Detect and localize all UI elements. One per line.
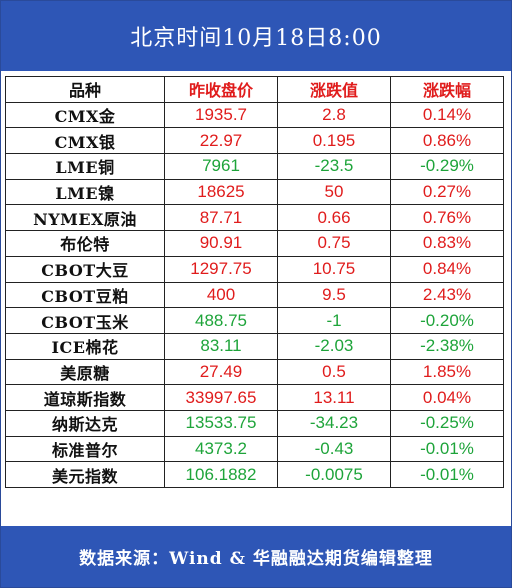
market-table: 品种 昨收盘价 涨跌值 涨跌幅 CMX金 1935.7 2.8 0.14% CMX银 22… <box>5 76 504 488</box>
instrument-name: 标准普尔 <box>5 435 165 463</box>
change-pct-value: -2.38% <box>390 332 504 360</box>
instrument-name: 道琼斯指数 <box>5 384 165 411</box>
instrument-name: CMX银 <box>5 127 165 155</box>
change-value: 0.195 <box>277 127 391 155</box>
header-banner: 北京时间10月18日8:00 <box>1 1 511 71</box>
table-row: CBOT玉米 488.75 -1 -0.20% <box>5 307 504 334</box>
prev-close-value: 87.71 <box>164 204 278 232</box>
change-pct-value: 0.84% <box>390 255 504 283</box>
prev-close-value: 106.1882 <box>164 461 278 488</box>
footer-source: 数据来源：Wind & 华融融达期货编辑整理 <box>79 549 433 569</box>
table-body: CMX金 1935.7 2.8 0.14% CMX银 22.97 0.195 0.86% LME… <box>5 101 504 488</box>
prev-close-value: 488.75 <box>164 307 278 334</box>
change-pct-value: 1.85% <box>390 358 504 386</box>
table-row: LME镍 18625 50 0.27% <box>5 178 504 206</box>
column-header-close: 昨收盘价 <box>164 76 278 103</box>
instrument-name: CMX金 <box>5 101 165 129</box>
change-value: 50 <box>277 178 391 206</box>
change-pct-value: -0.20% <box>390 307 504 334</box>
change-pct-value: -0.29% <box>390 153 504 180</box>
change-pct-value: 0.76% <box>390 204 504 232</box>
table-row: NYMEX原油 87.71 0.66 0.76% <box>5 204 504 232</box>
change-value: -0.0075 <box>277 461 391 488</box>
table-row: 标准普尔 4373.2 -0.43 -0.01% <box>5 435 504 463</box>
table-row: 纳斯达克 13533.75 -34.23 -0.25% <box>5 409 504 437</box>
column-header-name: 品种 <box>5 76 165 103</box>
prev-close-value: 22.97 <box>164 127 278 155</box>
instrument-name: LME镍 <box>5 178 165 206</box>
table-row: CMX金 1935.7 2.8 0.14% <box>5 101 504 129</box>
prev-close-value: 4373.2 <box>164 435 278 463</box>
change-value: -23.5 <box>277 153 391 180</box>
column-header-change: 涨跌值 <box>277 76 391 103</box>
prev-close-value: 27.49 <box>164 358 278 386</box>
change-value: 9.5 <box>277 281 391 309</box>
instrument-name: 美元指数 <box>5 461 165 488</box>
prev-close-value: 1297.75 <box>164 255 278 283</box>
change-pct-value: -0.25% <box>390 409 504 437</box>
prev-close-value: 13533.75 <box>164 409 278 437</box>
instrument-name: CBOT豆粕 <box>5 281 165 309</box>
change-value: 10.75 <box>277 255 391 283</box>
instrument-name: CBOT大豆 <box>5 255 165 283</box>
table-row: ICE棉花 83.11 -2.03 -2.38% <box>5 332 504 360</box>
prev-close-value: 7961 <box>164 153 278 180</box>
change-value: 0.5 <box>277 358 391 386</box>
change-pct-value: 2.43% <box>390 281 504 309</box>
instrument-name: LME铜 <box>5 153 165 180</box>
change-value: 13.11 <box>277 384 391 411</box>
change-value: 2.8 <box>277 101 391 129</box>
footer-banner: 数据来源：Wind & 华融融达期货编辑整理 <box>1 526 511 587</box>
change-value: -1 <box>277 307 391 334</box>
change-value: -2.03 <box>277 332 391 360</box>
prev-close-value: 400 <box>164 281 278 309</box>
instrument-name: 纳斯达克 <box>5 409 165 437</box>
change-pct-value: -0.01% <box>390 461 504 488</box>
change-value: -0.43 <box>277 435 391 463</box>
table-row: CBOT豆粕 400 9.5 2.43% <box>5 281 504 309</box>
table-header-row: 品种 昨收盘价 涨跌值 涨跌幅 <box>5 76 504 103</box>
instrument-name: NYMEX原油 <box>5 204 165 232</box>
column-header-pct: 涨跌幅 <box>390 76 504 103</box>
change-pct-value: 0.04% <box>390 384 504 411</box>
table-row: LME铜 7961 -23.5 -0.29% <box>5 153 504 180</box>
change-pct-value: 0.14% <box>390 101 504 129</box>
change-value: 0.75 <box>277 230 391 257</box>
prev-close-value: 33997.65 <box>164 384 278 411</box>
table-row: 美元指数 106.1882 -0.0075 -0.01% <box>5 461 504 488</box>
table-row: CBOT大豆 1297.75 10.75 0.84% <box>5 255 504 283</box>
change-pct-value: 0.83% <box>390 230 504 257</box>
header-title: 北京时间10月18日8:00 <box>130 26 382 51</box>
table-row: CMX银 22.97 0.195 0.86% <box>5 127 504 155</box>
prev-close-value: 90.91 <box>164 230 278 257</box>
instrument-name: ICE棉花 <box>5 332 165 360</box>
prev-close-value: 1935.7 <box>164 101 278 129</box>
instrument-name: 布伦特 <box>5 230 165 257</box>
change-value: -34.23 <box>277 409 391 437</box>
change-pct-value: 0.86% <box>390 127 504 155</box>
instrument-name: CBOT玉米 <box>5 307 165 334</box>
change-value: 0.66 <box>277 204 391 232</box>
prev-close-value: 83.11 <box>164 332 278 360</box>
prev-close-value: 18625 <box>164 178 278 206</box>
change-pct-value: -0.01% <box>390 435 504 463</box>
table-row: 布伦特 90.91 0.75 0.83% <box>5 230 504 257</box>
table-row: 美原糖 27.49 0.5 1.85% <box>5 358 504 386</box>
change-pct-value: 0.27% <box>390 178 504 206</box>
instrument-name: 美原糖 <box>5 358 165 386</box>
table-row: 道琼斯指数 33997.65 13.11 0.04% <box>5 384 504 411</box>
